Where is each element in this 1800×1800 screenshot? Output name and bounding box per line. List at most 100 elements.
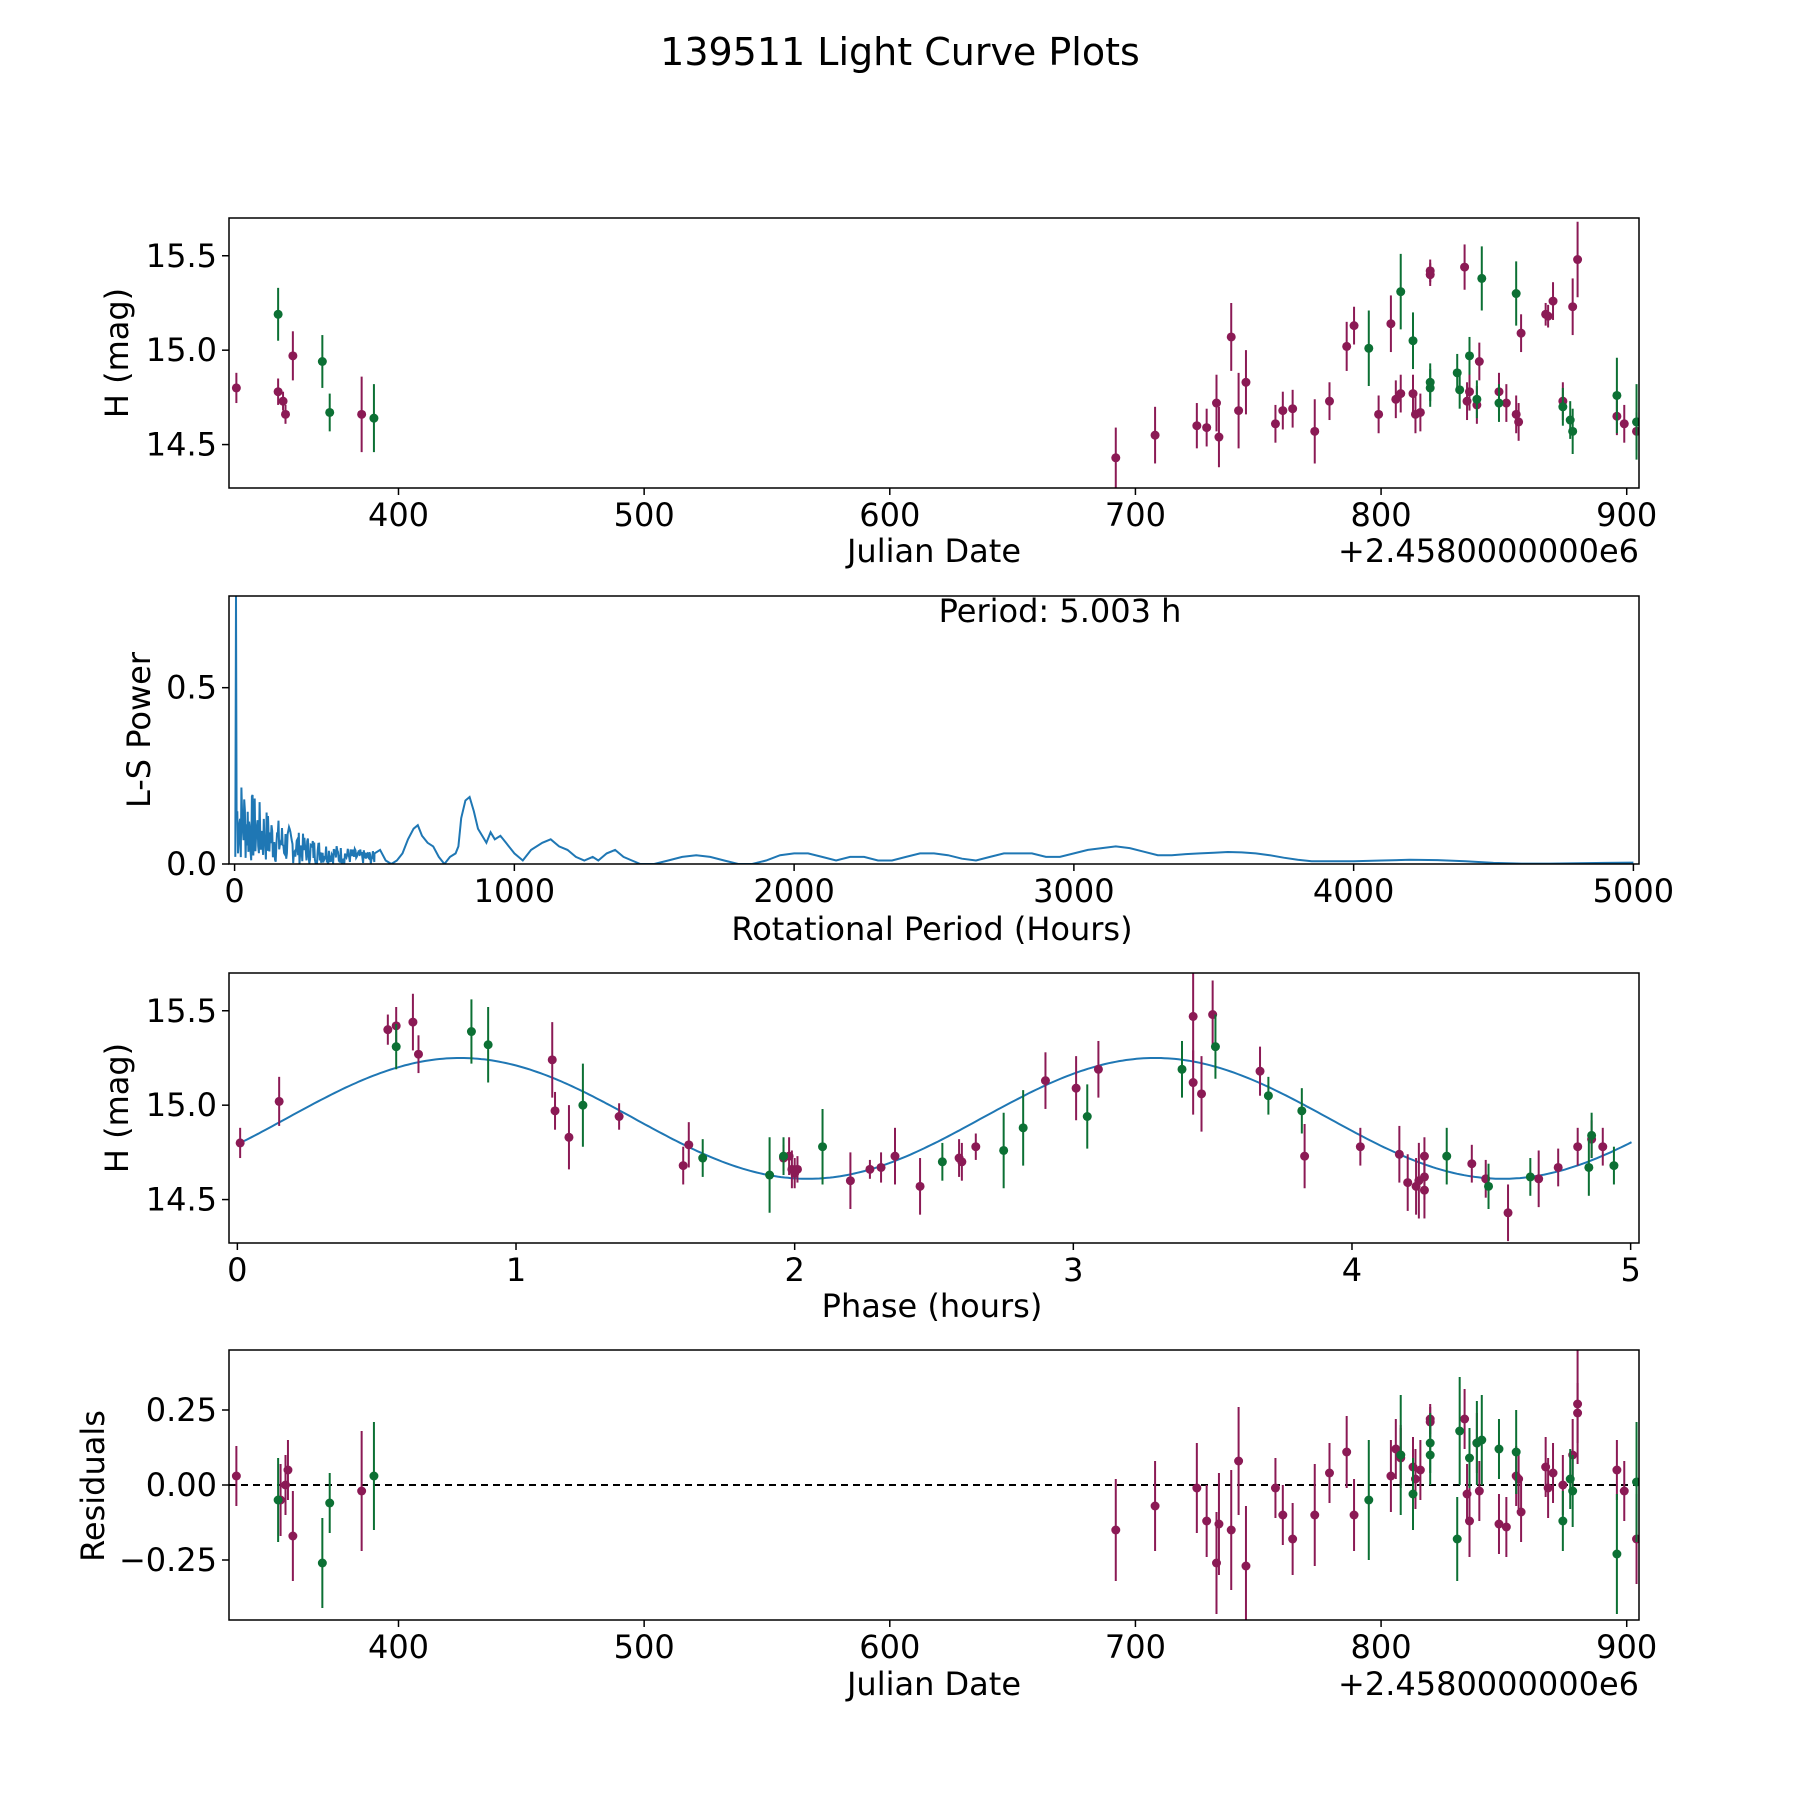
data-point [564,1132,574,1142]
data-point [1558,402,1568,412]
data-point [1211,398,1221,408]
data-point [1632,1477,1639,1487]
y-tick-label: 15.5 [146,237,217,275]
data-point [1494,1519,1504,1529]
data-point [1300,1151,1310,1161]
data-point [1297,1106,1307,1116]
data-point [971,1142,981,1152]
lightcurve-offset: +2.4580000000e6 [1338,532,1639,570]
data-point [1394,1149,1404,1159]
data-point [1587,1130,1597,1140]
x-tick-label: 1 [506,1251,526,1289]
y-tick-label: −0.25 [119,1541,217,1579]
data-point [614,1111,624,1121]
data-point [1425,270,1435,280]
data-point [325,1498,335,1508]
data-point [1442,1151,1452,1161]
data-point [1408,336,1418,346]
data-point [283,1465,293,1475]
data-point [466,1027,476,1037]
data-point [1288,1534,1298,1544]
x-tick-label: 5 [1620,1251,1640,1289]
data-point [1396,287,1406,297]
data-point [1494,398,1504,408]
data-point [1465,351,1475,361]
lightcurve-panel: 400 500 600 700 800 900 14.5 15.0 15.5 Julian Da… [98,217,1657,570]
data-point [1477,273,1487,283]
data-point [1534,1174,1544,1184]
data-point [1598,1142,1608,1152]
x-tick-label: 3000 [1033,872,1114,910]
data-point [1226,332,1236,342]
phasefold-panel: 0 1 2 3 4 5 14.5 15.0 15.5 Phase (hours) H (mag) [98,972,1641,1325]
data-point [1071,1083,1081,1093]
data-point [1150,430,1160,440]
data-point [1619,1486,1629,1496]
data-point [1474,356,1484,366]
data-point [1355,1142,1365,1152]
periodogram-panel: 0 1000 2000 3000 4000 5000 0.0 0.5 Period: 5.00… [120,592,1674,948]
data-point [235,1138,245,1148]
data-point [1396,1450,1406,1460]
phasefold-ylabel: H (mag) [98,1043,136,1173]
data-point [273,1495,283,1505]
data-point [1349,1510,1359,1520]
figure-title: 139511 Light Curve Plots [660,30,1140,74]
data-point [1472,394,1482,404]
data-point [1188,1011,1198,1021]
data-point [1188,1078,1198,1088]
data-point [1558,1516,1568,1526]
periodogram-frame [228,595,1640,865]
data-point [1197,1089,1207,1099]
x-tick-label: 2000 [753,872,834,910]
data-point [1202,423,1212,433]
data-point [1632,417,1639,427]
x-tick-label: 5000 [1593,872,1674,910]
data-point [1548,296,1558,306]
data-point [1226,1525,1236,1535]
data-point [408,1017,418,1027]
data-point [1374,409,1384,419]
data-point [1241,377,1251,387]
y-tick-label: 15.0 [146,331,217,369]
residuals-panel: 400 500 600 700 800 900 −0.25 0.00 0.25 Julian D… [74,1349,1657,1703]
data-point [1415,1465,1425,1475]
data-point [1573,255,1583,265]
y-tick-label: 14.5 [146,1181,217,1219]
x-tick-label: 0 [227,1251,247,1289]
data-point [1192,421,1202,431]
data-point [1396,389,1406,399]
residuals-offset: +2.4580000000e6 [1338,1665,1639,1703]
data-point [483,1040,493,1050]
data-point [578,1100,588,1110]
x-tick-label: 400 [368,1628,429,1666]
data-point [288,1531,298,1541]
data-point [1609,1161,1619,1171]
residuals-frame [228,1349,1640,1621]
y-tick-label: 15.0 [146,1086,217,1124]
data-point [413,1049,423,1059]
data-point [999,1145,1009,1155]
data-point [1474,1486,1484,1496]
data-point [357,409,367,419]
x-tick-label: 4 [1342,1251,1362,1289]
data-point [1455,1426,1465,1436]
y-tick-label: 14.5 [146,426,217,464]
y-tick-label: 0.00 [146,1466,217,1504]
data-point [1516,1507,1526,1517]
data-point [818,1142,828,1152]
data-point [383,1025,393,1035]
data-point [1460,1414,1470,1424]
data-point [547,1055,557,1065]
x-tick-label: 4000 [1313,872,1394,910]
data-point [1503,1208,1513,1218]
data-point [280,409,290,419]
data-point [1093,1064,1103,1074]
lightcurve-xlabel: Julian Date [845,532,1021,570]
data-point [890,1151,900,1161]
data-point [1568,1486,1578,1496]
data-point [1460,262,1470,272]
x-tick-label: 700 [1105,1628,1166,1666]
data-point [779,1151,789,1161]
